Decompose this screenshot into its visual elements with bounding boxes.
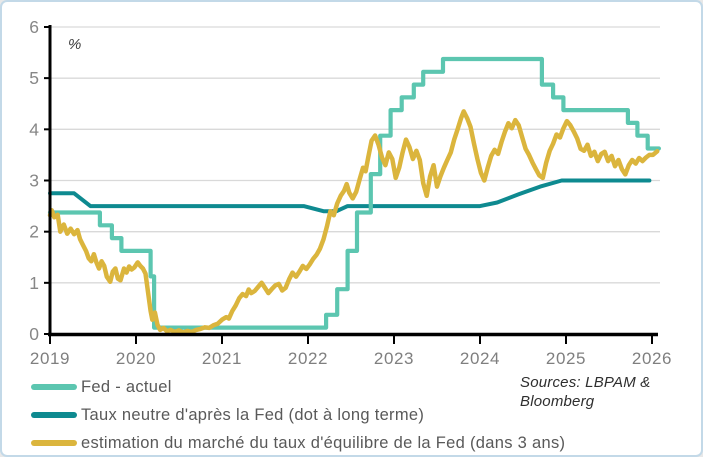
series-1 xyxy=(47,56,662,330)
series-0 xyxy=(48,178,652,214)
axes xyxy=(44,25,658,344)
svg-text:2026: 2026 xyxy=(632,349,672,368)
taux-neutre-line-swatch xyxy=(31,412,77,418)
svg-text:4: 4 xyxy=(29,119,39,139)
chart-legend: Fed - actuel Taux neutre d'après la Fed … xyxy=(31,373,566,455)
svg-text:3: 3 xyxy=(29,171,39,191)
svg-text:2019: 2019 xyxy=(30,349,70,368)
sources-note: Sources: LBPAM & Bloomberg xyxy=(520,373,650,411)
svg-text:2025: 2025 xyxy=(546,349,586,368)
svg-text:2024: 2024 xyxy=(460,349,500,368)
y-axis-labels: 0 1 2 3 4 5 6 xyxy=(29,17,39,344)
x-axis-labels: 2019 2020 2021 2022 2023 2024 2025 2026 xyxy=(30,349,672,368)
svg-text:2023: 2023 xyxy=(374,349,414,368)
estimation-line-swatch xyxy=(31,440,77,446)
y-axis-unit-label: % xyxy=(68,36,82,53)
sources-line-2: Bloomberg xyxy=(520,393,595,410)
legend-label: Taux neutre d'après la Fed (dot à long t… xyxy=(81,405,425,424)
svg-text:2022: 2022 xyxy=(288,349,328,368)
fed-actuel-line-swatch xyxy=(31,384,77,390)
svg-text:2021: 2021 xyxy=(202,349,242,368)
legend-item-fed-actuel: Fed - actuel xyxy=(31,373,565,401)
legend-item-taux-neutre: Taux neutre d'après la Fed (dot à long t… xyxy=(31,401,565,429)
sources-line-1: Sources: LBPAM & xyxy=(520,374,651,391)
legend-label: Fed - actuel xyxy=(81,377,172,396)
svg-text:6: 6 xyxy=(29,17,39,37)
svg-text:0: 0 xyxy=(29,324,39,344)
svg-text:5: 5 xyxy=(29,68,39,88)
legend-label: estimation du marché du taux d'équilibre… xyxy=(81,433,566,452)
svg-text:1: 1 xyxy=(29,273,39,293)
gridlines xyxy=(50,26,660,284)
series-2 xyxy=(47,109,660,335)
svg-text:2020: 2020 xyxy=(116,349,156,368)
series-lines xyxy=(47,56,662,335)
svg-text:2: 2 xyxy=(29,222,39,242)
legend-item-estimation-marche: estimation du marché du taux d'équilibre… xyxy=(31,429,566,455)
